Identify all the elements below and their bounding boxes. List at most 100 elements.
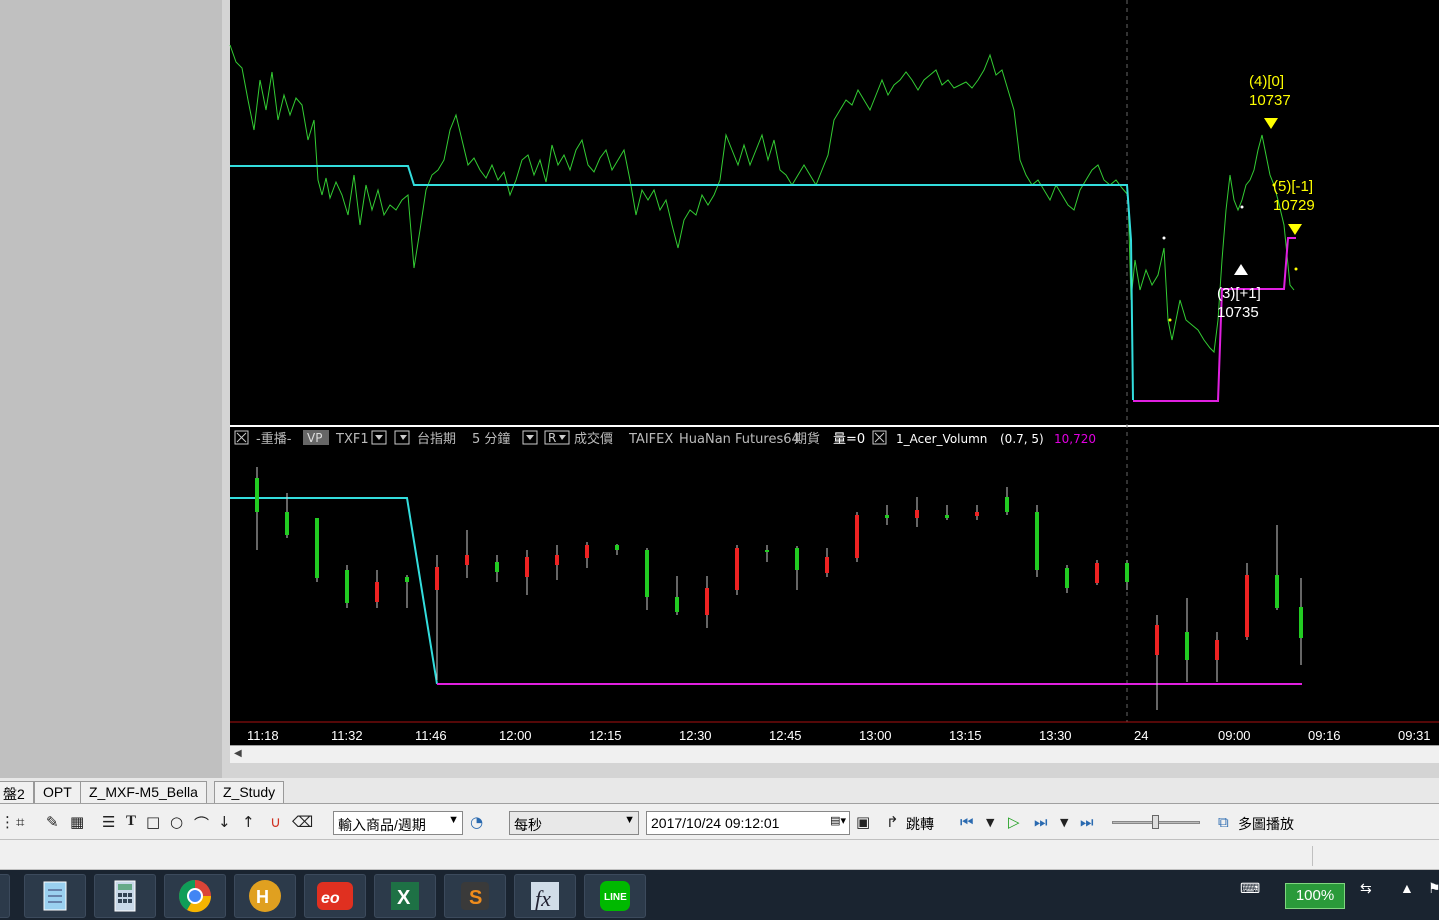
tab-opt[interactable]: OPT <box>34 781 81 803</box>
curve-tool-icon[interactable]: ⌒ <box>194 815 210 833</box>
down-candle <box>1005 487 1009 515</box>
calendar-icon[interactable]: ▤▾ <box>830 815 846 827</box>
up-candle <box>1095 560 1099 585</box>
datetime-input[interactable]: 2017/10/24 09:12:01 ▤▾ <box>646 811 850 835</box>
arrow-down-tool-icon[interactable]: ↓ <box>218 813 231 831</box>
magnet-tool-icon[interactable]: ∪ <box>270 813 281 831</box>
chevron-down-icon[interactable]: ▼ <box>1060 816 1069 829</box>
datetime-text: 2017/10/24 09:12:01 <box>651 815 780 831</box>
slider-handle[interactable] <box>1152 815 1159 829</box>
jump-icon[interactable]: ↱ <box>886 813 899 831</box>
price-type: 成交價 <box>574 431 613 447</box>
close-indicator-icon <box>872 430 887 445</box>
signal-dot <box>1240 205 1244 209</box>
indicator-name: 1_Acer_Volumn <box>896 432 987 446</box>
pane-header: -重播- VP TXF1 台指期 5 分鐘 R 成交價 TAIFEX HuaNa… <box>234 430 1096 447</box>
up-candle <box>435 555 439 680</box>
excel-icon[interactable]: X <box>374 874 436 918</box>
crosshair-tool-icon[interactable]: ⌗ <box>16 813 25 831</box>
speed-select[interactable]: 每秒 ▼ <box>509 811 639 835</box>
formula-app-icon[interactable]: fx <box>514 874 576 918</box>
x-tick-label: 11:46 <box>415 728 447 743</box>
chevron-down-icon[interactable]: ▼ <box>986 816 995 829</box>
list-tool-icon[interactable]: ☰ <box>102 813 116 831</box>
x-tick-label: 12:45 <box>769 728 802 743</box>
up-candle <box>465 530 469 578</box>
up-candle <box>1215 632 1219 682</box>
pen-tool-icon[interactable]: ✎ <box>46 813 59 831</box>
end-icon[interactable]: ⏭ <box>1080 813 1094 831</box>
svg-text:S: S <box>469 887 482 909</box>
chevron-down-icon[interactable]: ▼ <box>624 814 635 826</box>
horizontal-scrollbar[interactable]: ◀ <box>230 745 1439 763</box>
rectangle-tool-icon[interactable]: □ <box>146 813 161 831</box>
svg-text:fx: fx <box>535 886 551 911</box>
tab-z-study[interactable]: Z_Study <box>214 781 285 803</box>
x-tick-label: 11:18 <box>247 728 279 743</box>
show-hidden-icon[interactable]: ▲ <box>1400 880 1414 896</box>
up-candle <box>825 548 829 577</box>
symbol-label: TXF1 <box>335 432 369 447</box>
speed-text: 每秒 <box>514 817 542 833</box>
line-app-icon[interactable]: LINE <box>584 874 646 918</box>
ellipse-tool-icon[interactable]: ○ <box>170 813 184 831</box>
flag-tray-icon[interactable]: ⚑ <box>1428 880 1439 896</box>
goto-icon[interactable]: ▣ <box>856 813 871 831</box>
volume-label: 量=0 <box>833 432 865 447</box>
down-candle <box>1185 598 1189 682</box>
step-back-icon[interactable]: ⏮ <box>960 813 974 831</box>
erase-tool-icon[interactable]: ⌫ <box>292 813 314 831</box>
broker-label: HuaNan Futures64 <box>679 432 800 447</box>
calculator-icon[interactable] <box>94 874 156 918</box>
marker-label: (3)[+1] <box>1217 285 1261 302</box>
symbol-menu-icon <box>394 430 410 445</box>
keyboard-tray-icon[interactable]: ⌨ <box>1240 880 1261 896</box>
svg-text:LINE: LINE <box>604 892 627 903</box>
symbol-input[interactable]: 輸入商品/週期 ▼ <box>333 811 463 835</box>
chevron-down-icon[interactable]: ▼ <box>448 814 459 826</box>
chart-area[interactable] <box>230 0 1439 745</box>
cursor-tool-icon[interactable]: ⋮ <box>0 813 15 831</box>
down-candle <box>1065 565 1069 593</box>
play-icon[interactable]: ▷ <box>1008 813 1020 831</box>
step-forward-icon[interactable]: ⏭ <box>1034 813 1048 831</box>
jump-button[interactable]: 跳轉 <box>906 816 934 832</box>
chart-svg[interactable]: (4)[0] 10737 (5)[-1] 10729 (3)[+1] 10735… <box>0 0 1439 745</box>
x-axis-labels: 11:18 11:32 11:46 12:00 12:15 12:30 12:45 13:00… <box>247 728 1431 743</box>
indicator-params: (0.7, 5) <box>1000 432 1044 446</box>
marker-price: 10737 <box>1249 92 1291 109</box>
grid-tool-icon[interactable]: ▦ <box>70 813 85 831</box>
chrome-icon[interactable] <box>164 874 226 918</box>
clock-icon[interactable]: ◔ <box>470 813 484 831</box>
x-tick-label: 12:15 <box>589 728 622 743</box>
multi-chart-icon[interactable]: ⧉ <box>1218 813 1229 831</box>
scroll-left-icon[interactable]: ◀ <box>234 748 242 759</box>
x-tick-label: 13:15 <box>949 728 982 743</box>
x-tick-label: 11:32 <box>331 728 363 743</box>
multi-play-button[interactable]: 多圖播放 <box>1238 816 1294 832</box>
up-candle <box>585 542 589 568</box>
up-candle <box>915 497 919 527</box>
text-tool-icon[interactable]: T <box>126 813 137 829</box>
down-candle <box>1035 505 1039 577</box>
down-candle <box>255 467 259 550</box>
network-tray-icon[interactable]: ⇆ <box>1360 880 1372 896</box>
eoi-app-icon[interactable]: eo <box>304 874 366 918</box>
trading-app-icon[interactable]: H <box>234 874 296 918</box>
down-candle <box>345 565 349 608</box>
tab-z-mxf-m5-bella[interactable]: Z_MXF-M5_Bella <box>80 781 207 803</box>
notepad-icon[interactable] <box>24 874 86 918</box>
sublime-icon[interactable]: S <box>444 874 506 918</box>
up-candle <box>1155 615 1159 710</box>
battery-indicator[interactable]: 100% <box>1285 883 1345 909</box>
x-tick-label: 13:00 <box>859 728 892 743</box>
signal-dot <box>1294 267 1298 271</box>
lower-cyan-line <box>230 497 438 685</box>
magenta-line <box>1133 237 1296 402</box>
candles <box>255 467 1303 710</box>
marker-label: (4)[0] <box>1249 73 1284 90</box>
cyan-line <box>230 165 1134 401</box>
tab-pan2[interactable]: 盤2 <box>0 781 34 803</box>
taskbar-app-icon[interactable] <box>0 874 10 918</box>
arrow-up-tool-icon[interactable]: ↑ <box>242 813 255 831</box>
